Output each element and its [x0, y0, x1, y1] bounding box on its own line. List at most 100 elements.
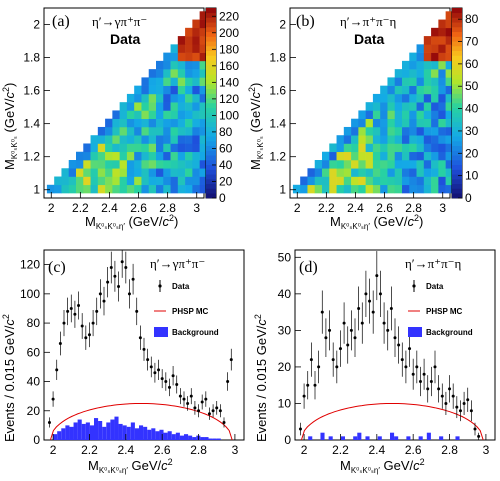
- heatmap-cell: [97, 160, 106, 169]
- colorbar-segment: [206, 88, 216, 94]
- colorbar-segment: [206, 41, 216, 47]
- heatmap-cell: [119, 143, 128, 153]
- colorbar-segment: [206, 65, 216, 71]
- heatmap-cell: [68, 176, 77, 186]
- heatmap-cell: [423, 110, 432, 119]
- background-bar: [139, 425, 144, 440]
- panel-c-xlabel: MK⁰ₛK⁰ₛη′ GeV/c2: [88, 457, 173, 475]
- heatmap-cell: [365, 176, 374, 186]
- data-point: [189, 394, 193, 398]
- y-tick-label: 2: [279, 18, 286, 32]
- heatmap-cell: [431, 110, 439, 119]
- heatmap-cell: [380, 160, 388, 169]
- heatmap-cell: [402, 102, 410, 111]
- heatmap-cell: [431, 160, 439, 169]
- colorbar-segment: [206, 50, 216, 56]
- heatmap-cell: [126, 135, 135, 144]
- heatmap-cell: [90, 184, 99, 194]
- heatmap-cell: [416, 77, 425, 86]
- y-tick-label: 1.8: [23, 51, 40, 65]
- data-point: [455, 405, 459, 409]
- heatmap-cell: [192, 77, 200, 86]
- heatmap-cell: [119, 176, 128, 186]
- data-point: [408, 347, 412, 351]
- data-point: [444, 401, 448, 405]
- heatmap-cell: [141, 160, 150, 169]
- heatmap-cell: [177, 69, 186, 78]
- z-tick-label: 180: [219, 42, 239, 56]
- colorbar-segment: [206, 46, 216, 52]
- y-tick-label: 1.6: [269, 84, 286, 98]
- x-tick-label: 2: [294, 201, 301, 215]
- data-point: [73, 312, 77, 316]
- data-point: [466, 398, 470, 402]
- heatmap-cell: [423, 44, 432, 53]
- heatmap-cell: [387, 102, 396, 111]
- heatmap-cell: [445, 102, 454, 111]
- heatmap-cell: [409, 143, 417, 153]
- heatmap-cell: [90, 143, 99, 153]
- z-tick-label: 0: [219, 191, 226, 205]
- heatmap-cell: [336, 151, 345, 161]
- heatmap-cell: [134, 168, 142, 177]
- colorbar-segment: [452, 84, 462, 90]
- x-tick-label: 2.8: [405, 201, 422, 215]
- heatmap-cell: [170, 102, 179, 111]
- heatmap-cell: [199, 85, 208, 95]
- heatmap-cell: [185, 184, 193, 194]
- colorbar-segment: [206, 160, 216, 166]
- heatmap-cell: [365, 118, 374, 128]
- data-point: [109, 266, 113, 270]
- data-point: [226, 380, 230, 384]
- heatmap-cell: [431, 126, 439, 136]
- heatmap-cell: [199, 126, 208, 136]
- colorbar-segment: [452, 160, 462, 166]
- heatmap-cell: [126, 126, 135, 136]
- heatmap-cell: [134, 184, 142, 194]
- heatmap-cell: [416, 176, 425, 186]
- heatmap-cell: [170, 118, 179, 128]
- colorbar-segment: [206, 12, 216, 18]
- data-point: [229, 358, 233, 362]
- heatmap-cell: [105, 126, 113, 136]
- colorbar-segment: [206, 8, 216, 14]
- heatmap-cell: [163, 160, 171, 169]
- heatmap-cell: [192, 27, 200, 37]
- z-tick-label: 0: [465, 191, 472, 205]
- heatmap-cell: [343, 160, 352, 169]
- heatmap-cell: [199, 176, 208, 186]
- heatmap-cell: [409, 77, 417, 86]
- background-bar: [102, 426, 107, 440]
- background-bar: [89, 425, 94, 440]
- heatmap-cell: [177, 151, 186, 161]
- legend-background-swatch: [154, 327, 168, 337]
- heatmap-cell: [300, 184, 308, 194]
- heatmap-cell: [423, 102, 432, 111]
- data-point: [200, 400, 204, 404]
- x-tick-label: 3: [193, 201, 200, 215]
- heatmap-cell: [394, 151, 403, 161]
- x-tick-label: 3: [232, 443, 239, 457]
- background-bar: [81, 423, 86, 440]
- heatmap-cell: [192, 52, 200, 62]
- heatmap-cell: [105, 143, 113, 153]
- colorbar-segment: [206, 107, 216, 113]
- data-point: [51, 397, 55, 401]
- data-point: [91, 321, 95, 325]
- panel-c-ticks: 2 2.2 2.4 2.6 2.8 3 0 20 40 60 80 100 120: [20, 258, 239, 457]
- heatmap-cell: [336, 168, 345, 177]
- colorbar-segment: [452, 60, 462, 66]
- heatmap-cell: [112, 176, 120, 186]
- heatmap-cell: [409, 85, 417, 95]
- heatmap-cell: [105, 176, 113, 186]
- heatmap-cell: [380, 135, 388, 144]
- heatmap-cell: [423, 60, 432, 70]
- y-tick-label: 50: [278, 250, 292, 264]
- heatmap-cell: [409, 160, 417, 169]
- colorbar-segment: [206, 103, 216, 109]
- heatmap-cell: [185, 168, 193, 177]
- heatmap-cell: [438, 176, 446, 186]
- panel-c-data-points: [47, 250, 233, 428]
- heatmap-cell: [192, 36, 200, 45]
- heatmap-cell: [68, 184, 77, 194]
